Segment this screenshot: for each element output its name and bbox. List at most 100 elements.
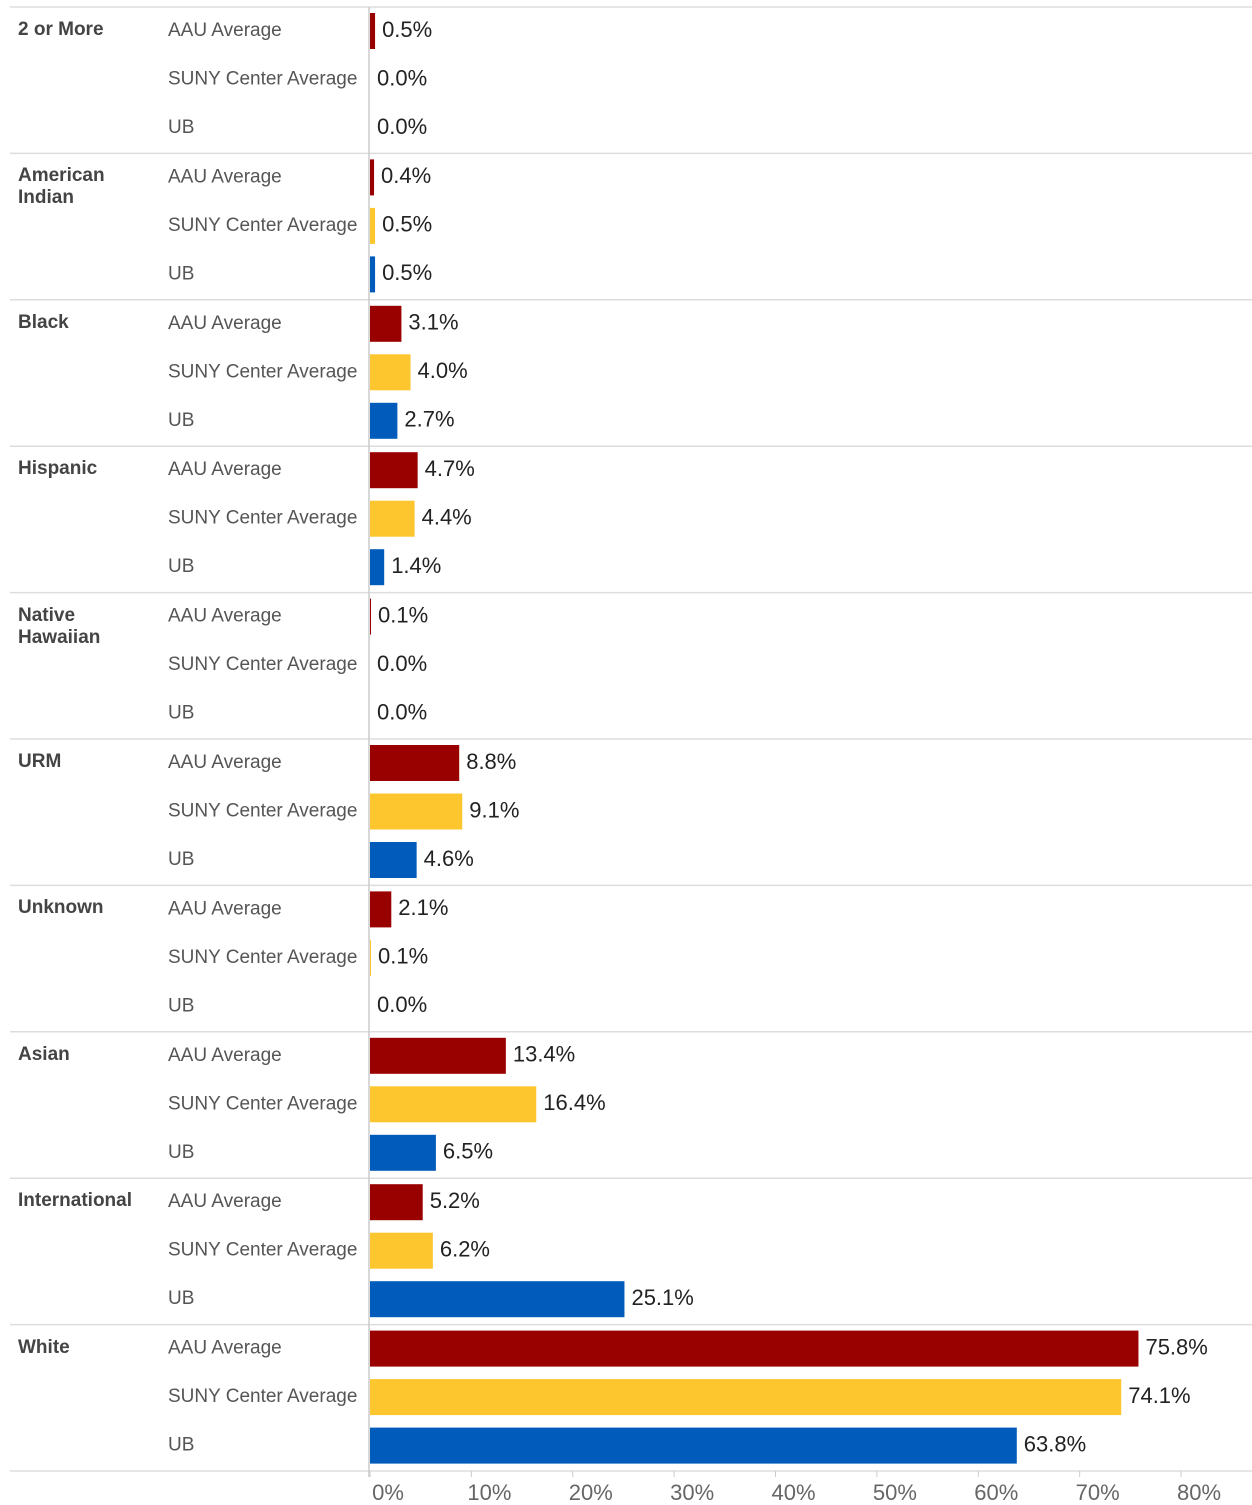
series-label: AAU Average	[168, 898, 282, 919]
x-tick-label: 30%	[670, 1480, 714, 1505]
value-label: 0.0%	[377, 699, 427, 724]
bar	[370, 452, 418, 489]
value-label: 0.1%	[378, 602, 428, 627]
bar	[370, 842, 417, 878]
series-label: SUNY Center Average	[168, 801, 357, 822]
value-label: 4.0%	[418, 358, 468, 383]
bar	[370, 793, 463, 830]
bar	[370, 1427, 1017, 1464]
series-label: UB	[168, 556, 194, 577]
x-tick-label: 40%	[771, 1480, 815, 1505]
series-label: AAU Average	[168, 752, 282, 773]
value-label: 3.1%	[408, 310, 458, 335]
series-label: UB	[168, 1435, 194, 1456]
group-label: URM	[18, 751, 62, 772]
series-label: SUNY Center Average	[168, 1093, 357, 1114]
series-label: UB	[168, 703, 194, 724]
value-label: 0.5%	[382, 212, 432, 237]
bar	[370, 1134, 436, 1171]
bar	[370, 549, 385, 586]
bar	[370, 500, 415, 537]
series-label: SUNY Center Average	[168, 947, 357, 968]
series-label: SUNY Center Average	[168, 69, 357, 90]
series-label: AAU Average	[168, 1338, 282, 1359]
series-label: SUNY Center Average	[168, 215, 357, 236]
bar	[370, 207, 376, 244]
series-label: UB	[168, 849, 194, 870]
bar	[370, 354, 411, 391]
series-label: AAU Average	[168, 20, 282, 41]
value-label: 0.1%	[378, 944, 428, 969]
series-label: AAU Average	[168, 606, 282, 627]
bar	[370, 598, 372, 635]
bar	[370, 13, 376, 49]
series-label: SUNY Center Average	[168, 1240, 357, 1261]
x-tick-label: 50%	[873, 1480, 917, 1505]
series-label: SUNY Center Average	[168, 1386, 357, 1407]
value-label: 9.1%	[469, 797, 519, 822]
bar	[370, 745, 460, 781]
value-label: 6.5%	[443, 1139, 493, 1164]
group-label: Black	[18, 311, 69, 333]
group-label: Unknown	[18, 897, 104, 919]
series-label: SUNY Center Average	[168, 654, 357, 675]
group-label: American Indian	[18, 165, 105, 209]
series-label: UB	[168, 995, 194, 1016]
series-label: AAU Average	[168, 313, 282, 334]
group-label: White	[18, 1336, 70, 1358]
group-label: 2 or More	[18, 19, 104, 40]
x-tick-label: 10%	[467, 1480, 511, 1505]
bar	[370, 1281, 625, 1318]
value-label: 0.0%	[377, 651, 427, 676]
group-label: Native Hawaiian	[18, 604, 101, 648]
value-label: 0.5%	[382, 17, 432, 42]
value-label: 2.1%	[398, 895, 448, 920]
value-label: 6.2%	[440, 1237, 490, 1262]
bar	[370, 159, 375, 196]
value-label: 63.8%	[1024, 1431, 1086, 1456]
x-tick-label: 60%	[974, 1480, 1018, 1505]
bar	[370, 1037, 506, 1074]
value-label: 25.1%	[631, 1285, 693, 1310]
series-label: UB	[168, 1142, 194, 1163]
x-tick-label: 70%	[1076, 1480, 1120, 1505]
bar	[370, 256, 376, 293]
value-label: 4.6%	[424, 846, 474, 871]
x-tick-label: 20%	[569, 1480, 613, 1505]
bar	[370, 1232, 433, 1269]
value-label: 74.1%	[1128, 1383, 1190, 1408]
series-label: UB	[168, 1288, 194, 1309]
bar	[370, 1379, 1122, 1416]
value-label: 8.8%	[466, 749, 516, 774]
bar	[370, 402, 398, 439]
series-label: UB	[168, 117, 194, 138]
value-label: 0.5%	[382, 260, 432, 285]
x-tick-label: 0%	[372, 1480, 404, 1505]
series-label: UB	[168, 263, 194, 284]
value-label: 4.4%	[422, 505, 472, 530]
value-label: 13.4%	[513, 1042, 575, 1067]
value-label: 16.4%	[543, 1090, 605, 1115]
value-label: 4.7%	[425, 456, 475, 481]
x-tick-label: 80%	[1177, 1480, 1221, 1505]
series-label: AAU Average	[168, 1191, 282, 1212]
value-label: 5.2%	[430, 1188, 480, 1213]
series-label: SUNY Center Average	[168, 361, 357, 382]
group-label: International	[18, 1190, 133, 1212]
series-label: UB	[168, 410, 194, 431]
value-label: 0.0%	[377, 992, 427, 1017]
bar	[370, 1086, 537, 1123]
series-label: SUNY Center Average	[168, 508, 357, 529]
value-label: 2.7%	[404, 407, 454, 432]
series-label: AAU Average	[168, 459, 282, 480]
bar	[370, 1330, 1139, 1367]
value-label: 0.0%	[377, 65, 427, 90]
bar	[370, 305, 402, 342]
group-label: Asian	[18, 1043, 70, 1065]
value-label: 0.0%	[377, 114, 427, 139]
series-label: AAU Average	[168, 1045, 282, 1066]
value-label: 0.4%	[381, 163, 431, 188]
bar	[370, 939, 372, 976]
